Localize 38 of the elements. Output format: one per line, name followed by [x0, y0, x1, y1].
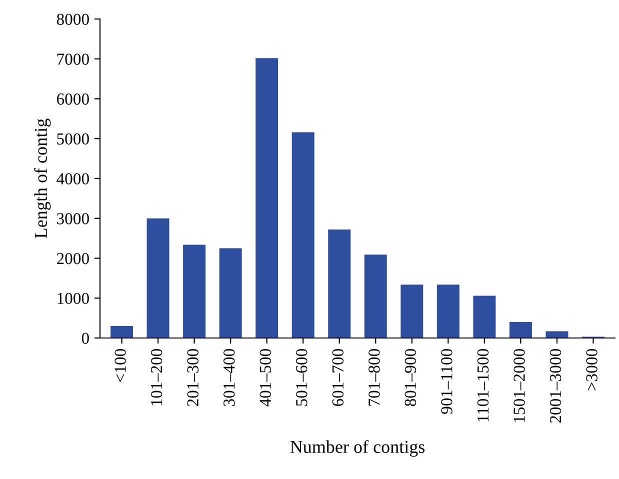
x-tick-label: 701–800	[368, 349, 380, 406]
x-tick-label: 1101–1500	[477, 349, 489, 422]
x-tick-label: 501–600	[296, 349, 308, 406]
bar	[364, 254, 387, 338]
y-tick-label: 0	[82, 332, 89, 344]
x-tick-label: 201–300	[187, 349, 198, 406]
y-tick-label: 8000	[56, 14, 89, 25]
x-tick-label: 301–400	[223, 349, 235, 406]
x-tick-label: 101–200	[150, 349, 162, 406]
y-tick-label: 3000	[57, 213, 89, 224]
y-tick-label: 6000	[56, 93, 89, 105]
x-tick-label: 601–700	[332, 349, 344, 406]
y-tick-label: 2000	[56, 252, 89, 264]
x-tick-label: 2001–3000	[550, 349, 562, 423]
x-tick-label: 1501–2000	[514, 349, 525, 422]
bar	[146, 218, 170, 338]
bar	[219, 248, 242, 338]
bar	[473, 296, 496, 338]
bar	[546, 331, 568, 338]
x-tick-label: 801–900	[404, 349, 416, 406]
x-axis-title: Number of contigs	[290, 440, 425, 457]
bar	[400, 284, 424, 338]
y-axis-title: Length of contig	[34, 118, 51, 238]
bar	[256, 58, 278, 338]
y-tick-label: 1000	[58, 292, 89, 304]
bar	[509, 322, 532, 338]
y-tick-label: 4000	[56, 173, 89, 184]
y-tick-label: 5000	[57, 133, 89, 145]
x-tick-label: 901–1100	[441, 349, 452, 414]
y-tick-label: 7000	[57, 54, 89, 65]
bar	[328, 230, 351, 338]
x-tick-label: <100	[114, 349, 126, 382]
x-tick-label: >3000	[586, 349, 598, 390]
bar	[292, 132, 314, 338]
bar	[436, 284, 460, 338]
x-tick-label: 401–500	[260, 349, 272, 406]
bar	[183, 244, 206, 338]
bar	[110, 326, 134, 338]
